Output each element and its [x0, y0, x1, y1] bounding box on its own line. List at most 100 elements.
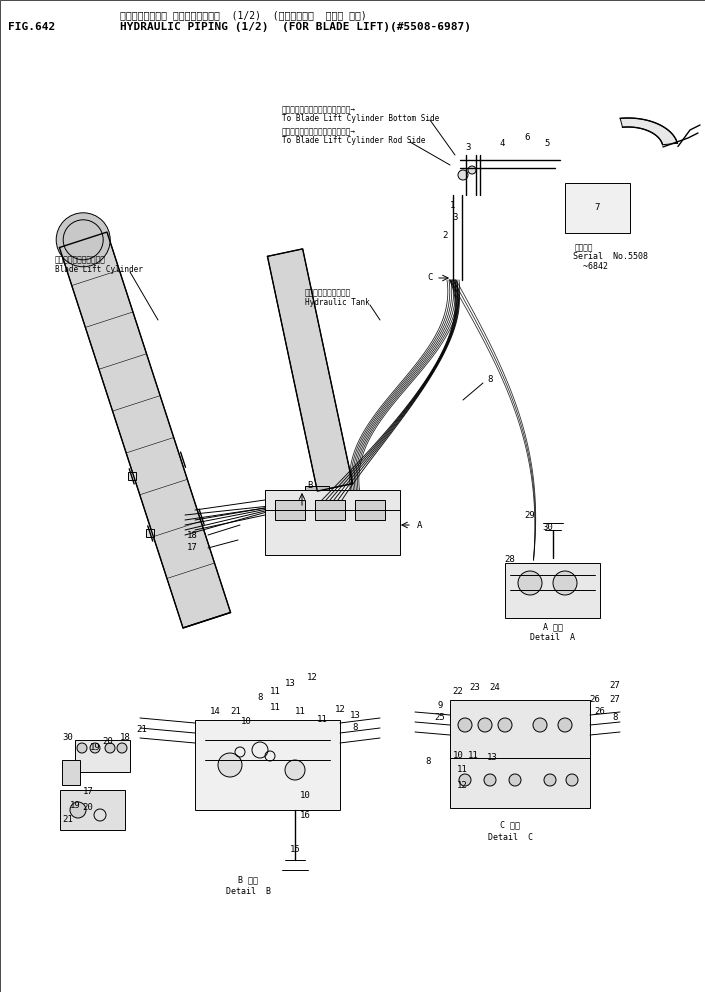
- Text: 10: 10: [453, 751, 463, 760]
- Text: 29: 29: [525, 511, 535, 520]
- Circle shape: [70, 802, 86, 818]
- Text: Detail  C: Detail C: [487, 832, 532, 841]
- Text: 5: 5: [544, 139, 550, 148]
- Text: ハイドロリックタンク: ハイドロリックタンク: [305, 288, 351, 297]
- Text: 11: 11: [457, 766, 467, 775]
- Text: 24: 24: [490, 683, 501, 692]
- Text: Detail  B: Detail B: [226, 888, 271, 897]
- Polygon shape: [59, 232, 231, 628]
- Text: Hydraulic Tank: Hydraulic Tank: [305, 298, 369, 307]
- Bar: [195, 720, 340, 810]
- Text: 17: 17: [82, 788, 93, 797]
- Text: 30: 30: [543, 524, 553, 533]
- Text: 8: 8: [257, 692, 263, 701]
- Text: 20: 20: [82, 804, 93, 812]
- Text: B: B: [307, 480, 313, 489]
- Text: 11: 11: [295, 707, 305, 716]
- Text: 10: 10: [240, 717, 252, 726]
- Text: 21: 21: [231, 707, 241, 716]
- Text: 6: 6: [525, 134, 529, 143]
- Polygon shape: [620, 118, 678, 145]
- Text: 3: 3: [453, 213, 458, 222]
- Text: 13: 13: [486, 754, 497, 763]
- Text: 17: 17: [187, 544, 197, 553]
- Text: 2: 2: [442, 230, 448, 239]
- Text: FIG.642: FIG.642: [8, 22, 55, 32]
- Bar: [146, 530, 154, 538]
- Polygon shape: [267, 249, 352, 491]
- Text: ~6842: ~6842: [573, 262, 608, 271]
- Circle shape: [518, 571, 542, 595]
- Text: 30: 30: [63, 733, 73, 742]
- Text: 27: 27: [610, 682, 620, 690]
- Bar: [315, 500, 345, 520]
- Text: C 細部: C 細部: [500, 820, 520, 829]
- Bar: [565, 183, 630, 233]
- Bar: [128, 472, 135, 480]
- Text: 20: 20: [103, 737, 114, 747]
- Text: 19: 19: [90, 743, 100, 753]
- Circle shape: [77, 743, 87, 753]
- Bar: [62, 760, 80, 785]
- Text: 11: 11: [269, 687, 281, 696]
- Bar: [450, 700, 590, 758]
- Text: B 細部: B 細部: [238, 876, 258, 885]
- Text: 12: 12: [335, 705, 345, 714]
- Text: A: A: [417, 521, 423, 530]
- Text: ブレードリフトシリンダ: ブレードリフトシリンダ: [55, 255, 106, 264]
- Text: 13: 13: [350, 710, 360, 719]
- Text: 19: 19: [70, 801, 80, 809]
- Bar: [305, 486, 329, 508]
- Text: 10: 10: [300, 791, 310, 800]
- Circle shape: [56, 213, 110, 267]
- Circle shape: [90, 743, 100, 753]
- Text: 25: 25: [434, 713, 446, 722]
- Text: To Blade Lift Cylinder Bottom Side: To Blade Lift Cylinder Bottom Side: [282, 114, 439, 123]
- Circle shape: [498, 718, 512, 732]
- Text: Detail  A: Detail A: [530, 634, 575, 643]
- Text: A 細部: A 細部: [543, 623, 563, 632]
- Text: 12: 12: [307, 673, 317, 682]
- Circle shape: [533, 718, 547, 732]
- Circle shape: [285, 760, 305, 780]
- Text: 12: 12: [457, 781, 467, 790]
- Bar: [355, 500, 385, 520]
- Text: 4: 4: [499, 139, 505, 148]
- Text: 26: 26: [594, 707, 606, 716]
- Text: 8: 8: [425, 758, 431, 767]
- Text: 14: 14: [209, 707, 221, 716]
- Circle shape: [566, 774, 578, 786]
- Text: 11: 11: [467, 751, 479, 760]
- Text: 11: 11: [317, 715, 327, 724]
- Text: 8: 8: [613, 713, 618, 722]
- Text: Serial  No.5508: Serial No.5508: [573, 252, 648, 261]
- Text: 21: 21: [63, 815, 73, 824]
- Bar: [60, 790, 125, 830]
- Text: ブレードリフトシリンダロッド側→: ブレードリフトシリンダロッド側→: [282, 127, 356, 136]
- Circle shape: [553, 571, 577, 595]
- Text: 26: 26: [589, 695, 601, 704]
- Bar: [275, 500, 305, 520]
- Circle shape: [478, 718, 492, 732]
- Circle shape: [544, 774, 556, 786]
- Text: ハイト゛ロリック ハ゛イヒ゛ンク゛  (1/2)  (フ゛レート゛  リフト ヨツ): ハイト゛ロリック ハ゛イヒ゛ンク゛ (1/2) (フ゛レート゛ リフト ヨツ): [120, 10, 367, 20]
- Text: 15: 15: [290, 845, 300, 854]
- Bar: [505, 563, 600, 618]
- Text: 8: 8: [352, 723, 357, 732]
- Text: HYDRAULIC PIPING (1/2)  (FOR BLADE LIFT)(#5508-6987): HYDRAULIC PIPING (1/2) (FOR BLADE LIFT)(…: [120, 22, 471, 32]
- Text: 18: 18: [187, 531, 197, 540]
- Bar: [75, 740, 130, 772]
- Text: Blade Lift Cylinder: Blade Lift Cylinder: [55, 265, 143, 274]
- Circle shape: [468, 166, 476, 174]
- Circle shape: [458, 170, 468, 180]
- Circle shape: [458, 718, 472, 732]
- Text: 7: 7: [594, 203, 600, 212]
- Text: C: C: [427, 274, 433, 283]
- Text: 18: 18: [120, 733, 130, 742]
- Text: 22: 22: [453, 687, 463, 696]
- Circle shape: [105, 743, 115, 753]
- Bar: [265, 490, 400, 555]
- Text: 8: 8: [487, 376, 493, 385]
- Text: 21: 21: [137, 725, 147, 734]
- Text: ブレードリフトシリンダボトム側→: ブレードリフトシリンダボトム側→: [282, 105, 356, 114]
